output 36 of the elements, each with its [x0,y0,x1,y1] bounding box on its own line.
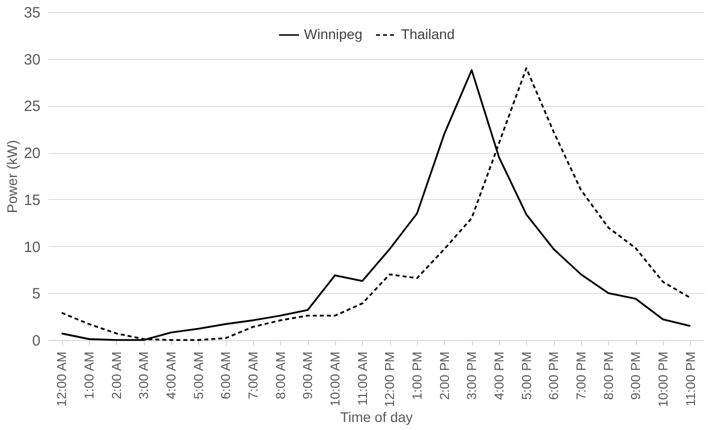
y-axis-title: Power (kW) [4,140,20,214]
x-tick-label: 1:00 AM [82,352,96,400]
x-tick-label: 7:00 AM [246,352,260,400]
x-tick-label: 5:00 PM [518,352,534,400]
x-tick-label: 6:00 PM [546,352,562,400]
x-tick-label: 11:00 PM [682,352,698,406]
legend-label: Thailand [401,26,455,42]
x-tick-label: 3:00 PM [464,352,480,400]
x-tick-label: 5:00 AM [190,352,206,400]
x-axis-title: Time of day [340,409,413,426]
x-tick-label: 11:00 AM [354,352,370,406]
y-tick-label: 10 [24,238,40,256]
y-tick-label: 15 [24,192,40,209]
x-tick-label: 8:00 AM [272,352,288,400]
x-tick-label: 8:00 PM [600,352,616,400]
x-tick-label: 12:00 PM [382,352,398,408]
x-tick-label: 3:00 AM [136,352,152,400]
y-tick-label: 25 [24,98,40,116]
x-tick-label: 10:00 PM [656,352,670,408]
x-tick-label: 10:00 AM [328,352,342,406]
legend-label: Winnipeg [304,26,362,42]
x-tick-label: 9:00 AM [300,352,316,400]
x-tick-label: 6:00 AM [218,352,234,400]
y-tick-label: 20 [24,145,40,162]
y-tick-label: 35 [24,4,40,22]
y-tick-label: 5 [32,286,40,303]
x-tick-label: 9:00 PM [628,352,644,400]
y-tick-label: 30 [24,51,40,68]
x-tick-label: 7:00 PM [574,352,588,400]
x-tick-label: 4:00 PM [492,352,506,400]
x-tick-label: 4:00 AM [164,352,178,400]
x-tick-label: 2:00 PM [436,352,452,400]
x-tick-label: 12:00 AM [54,352,70,406]
y-tick-label: 0 [32,332,40,350]
x-tick-label: 2:00 AM [108,352,124,400]
x-tick-label: 1:00 PM [410,352,424,400]
